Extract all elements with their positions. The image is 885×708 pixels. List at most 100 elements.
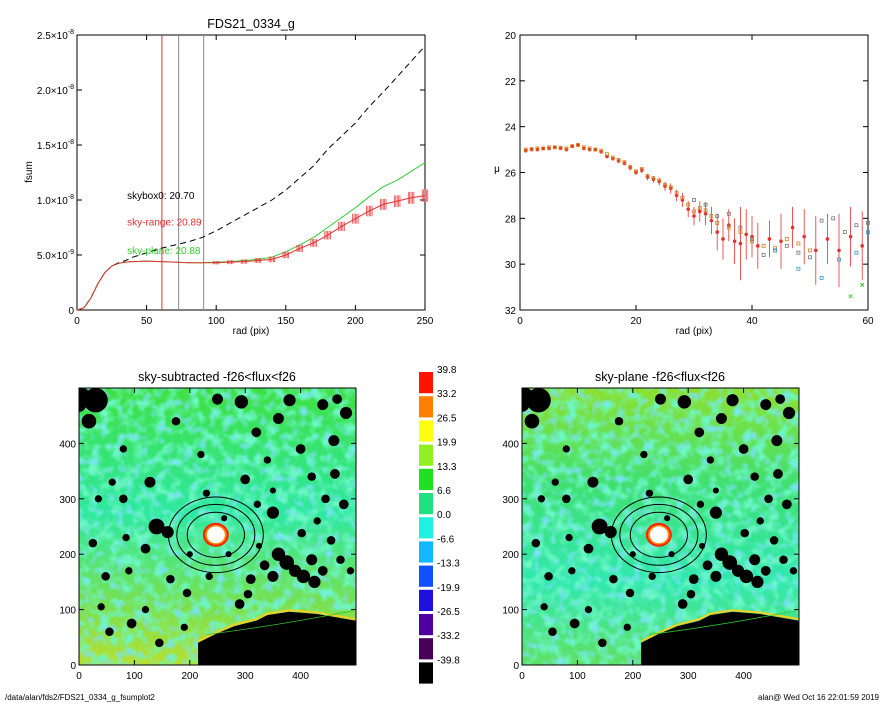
colorbar-swatch [419, 614, 433, 636]
x-tick-label: 100 [208, 316, 225, 327]
mask-blob [614, 416, 624, 426]
mask-blob [771, 435, 783, 447]
mask-blob [726, 394, 739, 407]
mask-blob [243, 589, 253, 599]
colorbar-label: -6.6 [437, 534, 455, 545]
mu-point [837, 248, 841, 253]
mu-point [523, 147, 528, 152]
mask-blob [94, 495, 103, 503]
mask-blob [764, 494, 773, 504]
y-tick-label: 0 [70, 661, 76, 672]
mu-point [756, 244, 760, 248]
mask-blob [625, 588, 635, 598]
y-tick-label: 1.0×10-8 [37, 194, 74, 207]
mu-point [715, 214, 720, 218]
sky-plane-image-panel: sky-plane -f26<flux<f26 0 100 200 300 400 0 10… [502, 370, 800, 682]
sky-annotation: sky-plane: 20.88 [127, 246, 201, 257]
mask-blob [544, 572, 553, 581]
fsum-x-axis-label: rad (pix) [233, 326, 270, 337]
mu-point [784, 243, 789, 248]
mask-blob [782, 406, 796, 420]
mask-blob [313, 517, 321, 525]
mask-blob [245, 574, 256, 585]
mu-point [784, 237, 789, 241]
mu-point [703, 208, 708, 213]
mask-blob [702, 560, 713, 571]
y-tick-label: 100 [502, 606, 519, 617]
x-tick-label: 40 [746, 316, 758, 327]
y-tick-label: 100 [59, 606, 76, 617]
mask-blob [81, 413, 97, 429]
y-tick-label: 1.5×10-8 [37, 139, 74, 152]
colorbar-swatch [419, 662, 433, 684]
mu-point [581, 145, 586, 150]
sky-subtracted-title: sky-subtracted -f26<flux<f26 [138, 370, 296, 384]
masked-sources [522, 388, 799, 665]
mu-point [709, 218, 714, 223]
aperture-ellipse [186, 511, 245, 558]
mu-point [796, 241, 801, 246]
colorbar-swatch [419, 420, 433, 442]
mu-point [564, 146, 569, 151]
mu-point [674, 191, 679, 196]
mu-point [686, 202, 691, 207]
mu-point [738, 241, 743, 246]
y-tick-label: 300 [502, 495, 519, 506]
mu-point [680, 195, 685, 200]
mask-blob [551, 478, 559, 486]
sky-annotation: skybox0: 20.70 [127, 191, 195, 202]
mask-blob [148, 518, 165, 535]
y-tick-label: 32 [505, 306, 517, 317]
aperture-ellipse [619, 503, 699, 566]
mu-point [663, 183, 667, 188]
mask-blob [537, 495, 546, 503]
mask-blob [279, 555, 295, 570]
mask-blob [584, 605, 593, 614]
mask-blob [108, 478, 116, 486]
colorbar-label: 39.8 [437, 365, 457, 376]
mask-blob [155, 638, 164, 648]
mask-blob [709, 506, 722, 519]
mu-point [692, 214, 696, 218]
mask-blob [568, 567, 576, 575]
mu-point [831, 216, 836, 221]
y-tick-label: 2.5×10-8 [37, 29, 74, 42]
mu-point [738, 230, 743, 234]
mu-point [634, 169, 638, 174]
mask-blob [180, 623, 188, 631]
galaxy-core [206, 526, 225, 544]
mu-point [726, 225, 731, 230]
mu-point [860, 244, 864, 248]
fsum-plot-frame [76, 34, 426, 311]
mask-blob [677, 395, 692, 409]
x-tick-label: 200 [181, 671, 198, 682]
mask-blob [259, 560, 270, 571]
mu-point [599, 148, 604, 153]
mask-blob [710, 570, 722, 582]
mask-blob [330, 468, 340, 479]
mu-y-axis-label: μ [494, 164, 500, 175]
mask-blob [122, 533, 130, 542]
mu-point [721, 237, 725, 241]
mu-point [808, 248, 812, 253]
mu-point [773, 248, 778, 253]
colorbar-label: -33.2 [437, 631, 460, 642]
colorbar-label: 0.0 [437, 510, 451, 521]
mask-blob [126, 618, 137, 629]
mask-blob [587, 476, 599, 488]
mu-point [541, 146, 546, 151]
mu-point [552, 145, 557, 150]
mask-blob [751, 575, 764, 588]
mask-blob [629, 551, 636, 558]
aperture-ellipses [167, 496, 354, 635]
mask-blob [750, 472, 759, 481]
mask-blob [182, 588, 192, 598]
colorbar-swatch [419, 638, 433, 660]
fsum-profile-panel: FDS21_0334_g rad (pix) fsum 0 50 100 150 200… [24, 17, 434, 337]
x-tick-label: 0 [519, 671, 525, 682]
mu-point [848, 294, 853, 299]
mask-blob [738, 444, 749, 454]
mask-blob [253, 500, 262, 508]
mu-point [866, 230, 870, 234]
footer-timestamp: alan@ Wed Oct 16 22:01:59 2019 [758, 693, 879, 702]
